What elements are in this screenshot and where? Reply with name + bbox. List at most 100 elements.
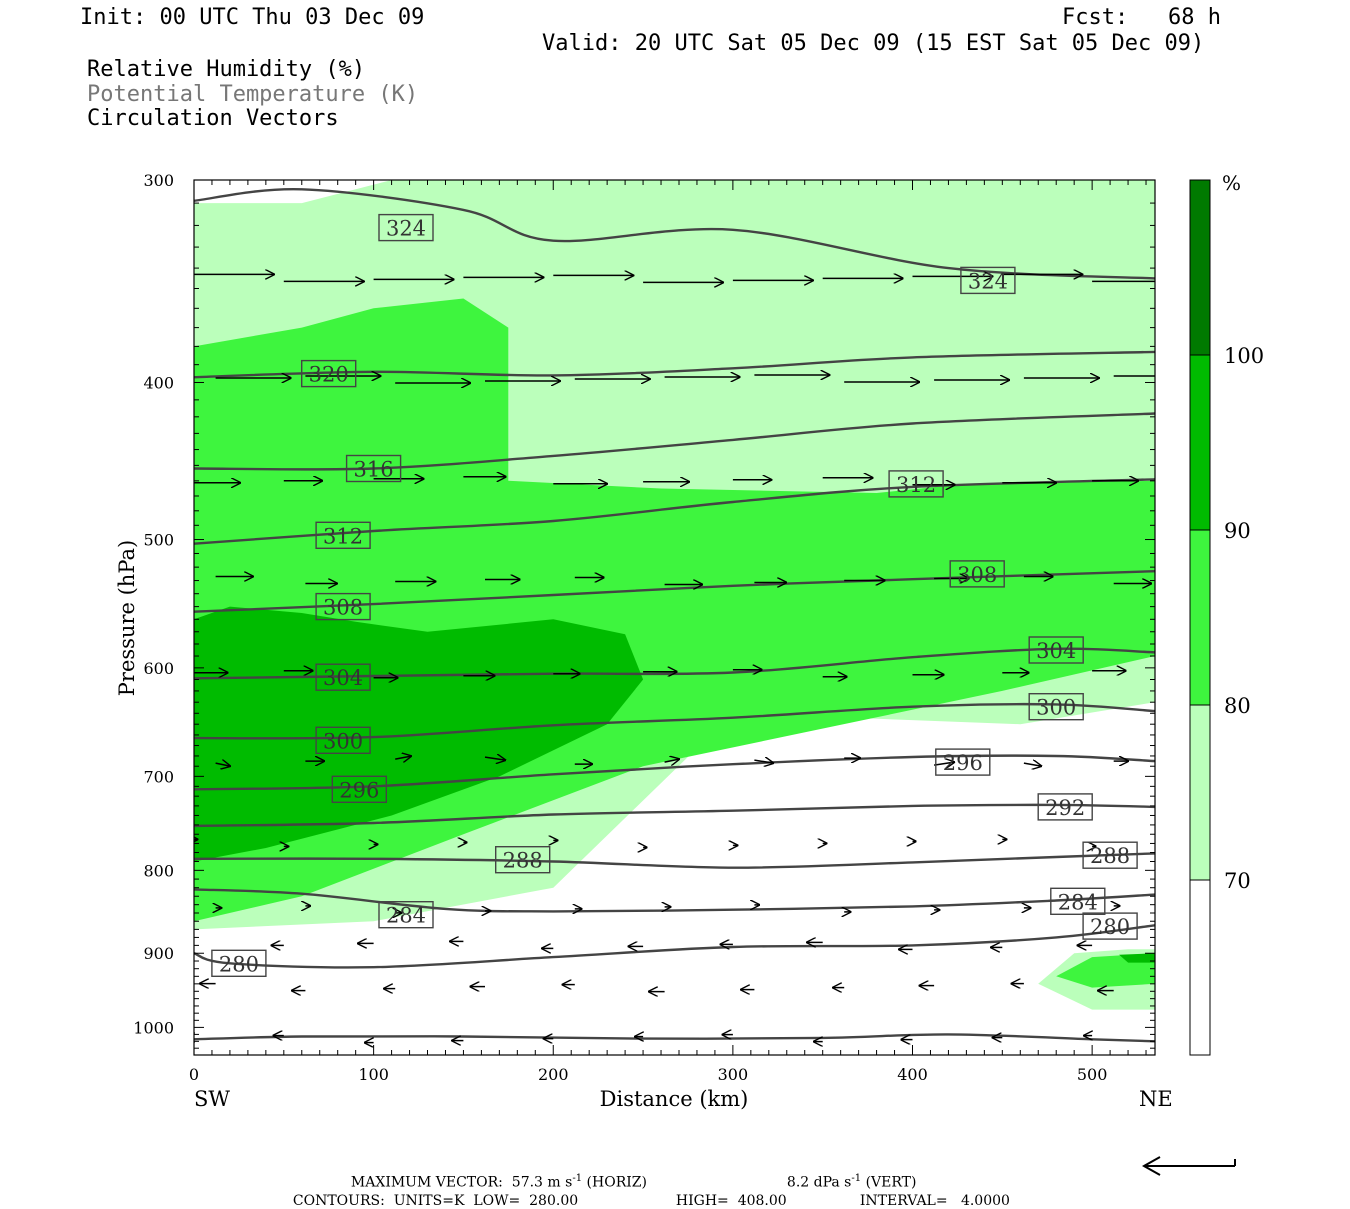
contour-label-text: 296	[339, 778, 379, 802]
theta-contour-unlabeled-12	[194, 1033, 1155, 1043]
contour-label-text: 304	[1036, 639, 1076, 663]
contour-label-312: 312	[315, 521, 371, 549]
x-tick-label: 400	[897, 1065, 928, 1084]
circulation-vector	[484, 757, 505, 760]
max-vector-line: MAXIMUM VECTOR: 57.3 m s-1 (HORIZ)	[342, 1157, 647, 1191]
max-vector-vert-exp: -1	[851, 1173, 862, 1184]
x-axis-title: Distance (km)	[600, 1087, 749, 1111]
contour-label-312: 312	[888, 470, 944, 498]
contour-label-text: 280	[1090, 915, 1130, 939]
circulation-vector-layer	[194, 274, 1155, 1042]
colorbar-segment	[1190, 880, 1210, 1055]
circulation-vector	[754, 760, 773, 763]
contours-line: CONTOURS: UNITS=K LOW= 280.00	[284, 1177, 578, 1209]
valid-time: Valid: 20 UTC Sat 05 Dec 09 (15 EST Sat …	[542, 31, 1205, 56]
circulation-vector	[215, 763, 230, 766]
max-vector-vert: 8.2 dPa s-1 (VERT)	[778, 1157, 917, 1191]
colorbar-segment	[1190, 355, 1210, 530]
contour-label-text: 288	[1090, 844, 1130, 868]
contour-label-text: 300	[323, 729, 363, 753]
rh-region-90-100-5	[1119, 953, 1155, 963]
contours-interval: INTERVAL= 4.0000	[851, 1177, 1010, 1209]
contour-high-label: HIGH=	[675, 1193, 729, 1209]
x-tick-label: 500	[1077, 1065, 1108, 1084]
contour-label-320: 320	[301, 359, 357, 388]
circulation-vector	[664, 759, 679, 762]
colorbar-segment	[1190, 530, 1210, 705]
theta-contour-300-6	[194, 702, 1155, 740]
contour-units: UNITS=K	[393, 1193, 465, 1209]
theta-contour-296-7	[194, 754, 1155, 791]
y-tick-label: 700	[143, 767, 174, 786]
y-tick-label: 400	[143, 373, 174, 392]
legend-vectors: Circulation Vectors	[87, 106, 339, 131]
max-vector-horiz-tag: (HORIZ)	[586, 1174, 647, 1191]
contour-label-296: 296	[331, 775, 387, 803]
contour-label-296: 296	[935, 748, 991, 776]
contour-label-288: 288	[495, 846, 551, 874]
contour-low-label: LOW=	[473, 1193, 521, 1209]
contours-high: HIGH= 408.00	[667, 1177, 787, 1209]
x-tick-label: 0	[189, 1065, 199, 1084]
y-tick-label: 900	[143, 944, 174, 963]
contour-label-288: 288	[1082, 841, 1138, 869]
forecast-hour: Fcst: 68 h	[1062, 5, 1221, 30]
contour-label-text: 308	[323, 596, 363, 620]
contour-label-300: 300	[315, 726, 371, 754]
x-end-label-sw: SW	[194, 1087, 230, 1111]
contour-label-308: 308	[949, 560, 1005, 588]
reference-vector-icon	[1141, 1156, 1236, 1176]
theta-contour-292-8	[194, 803, 1155, 828]
contour-interval-label: INTERVAL=	[859, 1193, 948, 1209]
theta-contour-312-3	[194, 478, 1155, 545]
contour-interval-value: 4.0000	[960, 1193, 1010, 1209]
circulation-vector	[1023, 763, 1041, 766]
contour-label-text: 312	[896, 473, 936, 497]
colorbar: % 100 90 80 70	[1189, 171, 1264, 1056]
theta-contour-316-2	[194, 412, 1155, 471]
max-vector-vert-unit: dPa s	[813, 1174, 852, 1191]
circulation-vector	[933, 762, 954, 765]
axis-layer: 0 100 200 300 400 500 300 400 500 600 700 800 900 100…	[133, 171, 1155, 1084]
max-vector-vert-tag: (VERT)	[865, 1174, 917, 1191]
y-tick-label: 500	[143, 531, 174, 550]
theta-contour-304-5	[194, 647, 1155, 680]
max-vector-horiz-unit: m s	[547, 1174, 573, 1191]
max-vector-label: MAXIMUM VECTOR:	[350, 1174, 503, 1191]
y-axis-title: Pressure (hPa)	[115, 540, 139, 696]
contour-label-text: 320	[309, 363, 349, 387]
contour-label-316: 316	[345, 454, 402, 483]
y-tick-label: 300	[143, 171, 174, 190]
contour-label-text: 324	[968, 269, 1008, 293]
contour-label-304: 304	[315, 663, 371, 691]
contour-label-text: 292	[1045, 796, 1085, 820]
legend-theta: Potential Temperature (K)	[87, 82, 419, 107]
colorbar-label: 100	[1224, 344, 1264, 368]
contour-label-text: 308	[957, 563, 997, 587]
colorbar-label: 80	[1224, 694, 1251, 718]
contour-label-layer: 324 324 320 316 312 312 308 308 304 304 300 300 296 2…	[211, 213, 1138, 977]
circulation-vector	[395, 756, 411, 759]
theta-contour-284-10	[194, 888, 1155, 913]
plot-frame	[193, 179, 1156, 1056]
colorbar-frame	[1189, 179, 1211, 1056]
contour-high-value: 408.00	[737, 1193, 787, 1209]
theta-contour-288-9	[194, 852, 1155, 869]
contour-label-280: 280	[211, 949, 267, 977]
contour-label-text: 324	[386, 217, 426, 241]
theta-contour-layer	[194, 187, 1155, 1043]
contours-label: CONTOURS:	[292, 1193, 385, 1209]
theta-contour-280-11	[194, 924, 1155, 969]
x-tick-label: 200	[538, 1065, 569, 1084]
contour-label-text: 284	[386, 904, 426, 928]
contour-label-text: 304	[323, 666, 363, 690]
contour-label-280: 280	[1082, 912, 1138, 940]
contour-label-text: 296	[943, 751, 983, 775]
contour-label-292: 292	[1037, 793, 1093, 821]
colorbar-segment	[1190, 705, 1210, 880]
max-vector-horiz-value: 57.3	[511, 1174, 543, 1191]
colorbar-segment	[1190, 180, 1210, 355]
x-end-label-ne: NE	[1139, 1087, 1173, 1111]
contour-label-304: 304	[1028, 636, 1084, 664]
